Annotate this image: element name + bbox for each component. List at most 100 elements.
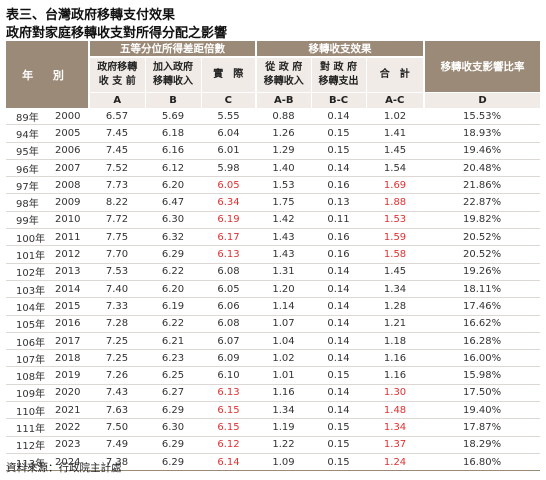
cell-ad: 2010 xyxy=(51,211,89,230)
cell-bc: 0.14 xyxy=(311,280,367,299)
cell-ab: 1.31 xyxy=(256,263,312,281)
cell-roc: 112年 xyxy=(6,436,51,454)
letter-b: B xyxy=(144,92,201,108)
cell-a: 7.45 xyxy=(89,142,145,160)
cell-b: 5.69 xyxy=(145,108,201,126)
cell-ac: 1.88 xyxy=(366,193,425,212)
cell-ad: 2000 xyxy=(51,108,89,126)
cell-c: 6.15 xyxy=(201,401,257,420)
cell-ab: 1.42 xyxy=(256,211,312,230)
cell-ac: 1.34 xyxy=(366,418,425,437)
table-row: 110年 2021 7.63 6.29 6.15 1.34 0.14 1.48 19.40% xyxy=(6,401,541,420)
table-row: 101年 2012 7.70 6.29 6.13 1.43 0.16 1.58 20.52% xyxy=(6,245,541,264)
cell-a: 7.25 xyxy=(89,332,145,351)
cell-roc: 109年 xyxy=(6,384,51,403)
cell-b: 6.29 xyxy=(145,245,201,264)
cell-bc: 0.14 xyxy=(311,384,367,403)
cell-c: 6.15 xyxy=(201,418,257,437)
cell-a: 7.63 xyxy=(89,401,145,420)
cell-ad: 2012 xyxy=(51,245,89,264)
table-body: 89年 2000 6.57 5.69 5.55 0.88 0.14 1.02 15.53% 94年… xyxy=(6,108,541,472)
cell-roc: 103年 xyxy=(6,280,51,299)
table-row: 113年 2024 7.38 6.29 6.14 1.09 0.15 1.24 16.80% xyxy=(6,453,541,472)
cell-c: 6.13 xyxy=(201,245,257,264)
cell-b: 6.19 xyxy=(145,297,201,316)
cell-a: 7.33 xyxy=(89,297,145,316)
table-row: 94年 2005 7.45 6.18 6.04 1.26 0.15 1.41 18.93% xyxy=(6,124,541,143)
cell-ad: 2022 xyxy=(51,418,89,437)
col-header-a-line1: 政府移轉 xyxy=(97,62,138,73)
cell-b: 6.27 xyxy=(145,384,201,403)
cell-ac: 1.28 xyxy=(366,297,425,316)
table-row: 98年 2009 8.22 6.47 6.34 1.75 0.13 1.88 22.87% xyxy=(6,193,541,212)
cell-ac: 1.45 xyxy=(366,142,425,160)
cell-bc: 0.11 xyxy=(311,211,367,230)
cell-ad: 2013 xyxy=(51,263,89,281)
cell-d: 20.48% xyxy=(424,159,541,178)
source-note: 資料來源：行政院主計處 xyxy=(6,462,122,474)
cell-d: 20.52% xyxy=(424,245,541,264)
cell-a: 7.52 xyxy=(89,159,145,178)
cell-bc: 0.14 xyxy=(311,108,367,126)
table-row: 96年 2007 7.52 6.12 5.98 1.40 0.14 1.54 20.48% xyxy=(6,159,541,178)
col-header-bc-line2: 移轉支出 xyxy=(318,76,359,87)
cell-a: 6.57 xyxy=(89,108,145,126)
cell-roc: 113年 xyxy=(6,453,51,472)
cell-ad: 2017 xyxy=(51,332,89,351)
cell-ac: 1.69 xyxy=(366,176,425,195)
cell-b: 6.22 xyxy=(145,315,201,333)
cell-bc: 0.14 xyxy=(311,263,367,281)
cell-ac: 1.53 xyxy=(366,211,425,230)
col-header-b-line2: 移轉收入 xyxy=(153,76,193,87)
cell-bc: 0.14 xyxy=(311,401,367,420)
cell-roc: 100年 xyxy=(6,228,51,247)
cell-d: 17.46% xyxy=(424,297,541,316)
cell-b: 6.20 xyxy=(145,176,201,195)
cell-ac: 1.54 xyxy=(366,159,425,178)
cell-bc: 0.14 xyxy=(311,159,367,178)
table-subtitle: 政府對家庭移轉收支對所得分配之影響 xyxy=(6,26,228,41)
cell-roc: 105年 xyxy=(6,315,51,333)
cell-roc: 96年 xyxy=(6,159,51,178)
cell-d: 20.52% xyxy=(424,228,541,247)
cell-d: 16.62% xyxy=(424,315,541,333)
cell-c: 6.07 xyxy=(201,332,257,351)
cell-b: 6.23 xyxy=(145,349,201,368)
cell-ad: 2006 xyxy=(51,142,89,160)
col-header-ab-line1: 從 政 府 xyxy=(265,62,303,73)
cell-roc: 102年 xyxy=(6,263,51,281)
cell-ac: 1.02 xyxy=(366,108,425,126)
table-row: 111年 2022 7.50 6.30 6.15 1.19 0.15 1.34 17.87% xyxy=(6,418,541,437)
cell-ac: 1.34 xyxy=(366,280,425,299)
cell-a: 7.73 xyxy=(89,176,145,195)
cell-ab: 1.01 xyxy=(256,366,312,385)
cell-ab: 1.22 xyxy=(256,436,312,454)
cell-a: 7.53 xyxy=(89,263,145,281)
cell-bc: 0.16 xyxy=(311,176,367,195)
table-header: 年 別 五等分位所得差距倍數 移轉收支效果 移轉收支影響比率 政府移轉 收 支 … xyxy=(6,41,541,108)
table-row: 112年 2023 7.49 6.29 6.12 1.22 0.15 1.37 18.29% xyxy=(6,436,541,454)
cell-bc: 0.14 xyxy=(311,332,367,351)
cell-ad: 2023 xyxy=(51,436,89,454)
table-row: 109年 2020 7.43 6.27 6.13 1.16 0.14 1.30 17.50% xyxy=(6,384,541,403)
cell-a: 7.26 xyxy=(89,366,145,385)
cell-ad: 2009 xyxy=(51,193,89,212)
cell-d: 21.86% xyxy=(424,176,541,195)
cell-ac: 1.24 xyxy=(366,453,425,472)
cell-b: 6.47 xyxy=(145,193,201,212)
cell-c: 6.05 xyxy=(201,176,257,195)
cell-roc: 106年 xyxy=(6,332,51,351)
col-header-b-line1: 加入政府 xyxy=(153,62,193,73)
cell-ac: 1.58 xyxy=(366,245,425,264)
cell-ab: 1.43 xyxy=(256,245,312,264)
cell-c: 6.17 xyxy=(201,228,257,247)
cell-b: 6.12 xyxy=(145,159,201,178)
cell-ab: 1.43 xyxy=(256,228,312,247)
cell-b: 6.29 xyxy=(145,401,201,420)
letter-c: C xyxy=(200,92,257,108)
table-row: 97年 2008 7.73 6.20 6.05 1.53 0.16 1.69 21.86% xyxy=(6,176,541,195)
cell-ad: 2007 xyxy=(51,159,89,178)
letter-d: D xyxy=(423,92,541,108)
table-title: 表三、台灣政府移轉支付效果 xyxy=(6,8,176,23)
cell-ab: 1.02 xyxy=(256,349,312,368)
